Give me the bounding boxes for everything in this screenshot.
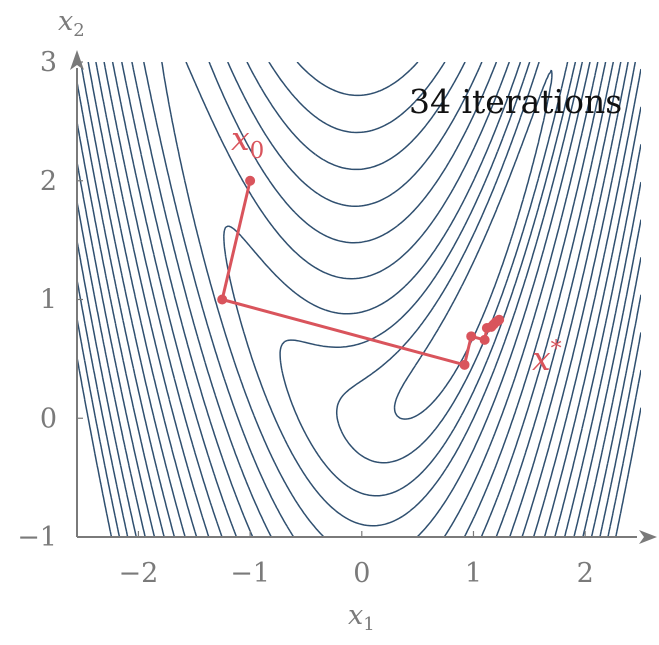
path-point-4 — [479, 334, 490, 345]
contour-lines — [77, 62, 641, 537]
path-point-0 — [245, 175, 256, 186]
contour-level-10 — [95, 62, 637, 537]
contour-level-5 — [143, 62, 599, 537]
contour-level-1 — [335, 62, 569, 464]
contour-level-7 — [121, 62, 615, 537]
contour-level-20 — [77, 357, 641, 537]
y-axis-arrow — [70, 50, 84, 70]
x-tick-label: −1 — [230, 558, 270, 589]
x-axis-arrow — [639, 530, 657, 544]
contour-level-8 — [111, 62, 622, 537]
contour-level-11 — [87, 62, 641, 537]
y-tick-label: 2 — [40, 166, 57, 197]
x-axis-label: x1 — [348, 600, 375, 635]
x-tick-label: 2 — [577, 558, 594, 589]
path-point-10 — [494, 314, 505, 325]
y-tick-label: 3 — [40, 47, 57, 78]
y-tick-label: 1 — [40, 285, 57, 316]
contour-level-12 — [79, 62, 641, 537]
ticks: −2 −1 0 1 2 −1 0 1 2 3 — [17, 47, 594, 589]
contour-level-0 — [393, 69, 553, 420]
y-tick-label: 0 — [40, 403, 57, 434]
optimization-path — [217, 175, 505, 370]
path-point-3 — [466, 331, 477, 342]
contour-level-13 — [77, 81, 641, 537]
x-tick-label: −2 — [119, 558, 159, 589]
path-point-1 — [217, 294, 228, 305]
contour-level-18 — [77, 279, 641, 537]
contour-level-2 — [279, 62, 577, 497]
contour-level-4 — [161, 62, 591, 537]
contour-level-15 — [77, 162, 641, 537]
contour-level-14 — [77, 122, 641, 537]
path-line — [220, 180, 501, 367]
iterations-annotation: 34 iterations — [409, 82, 622, 121]
labels: x2 x1 34 iterations x0 x* — [58, 6, 622, 635]
y-axis-label: x2 — [58, 6, 85, 41]
optimum-label: x* — [532, 337, 562, 378]
path-point-2 — [459, 359, 470, 370]
axes — [70, 50, 657, 544]
contour-level-19 — [77, 318, 641, 537]
y-tick-label: −1 — [17, 522, 57, 553]
x-tick-label: 0 — [353, 558, 370, 589]
contour-level-3 — [223, 62, 584, 527]
contour-level-16 — [77, 201, 641, 537]
x-tick-label: 1 — [465, 558, 482, 589]
contour-level-9 — [103, 62, 629, 537]
contour-level-17 — [77, 240, 641, 537]
contour-level-6 — [131, 62, 607, 537]
start-point-label: x0 — [231, 119, 264, 164]
